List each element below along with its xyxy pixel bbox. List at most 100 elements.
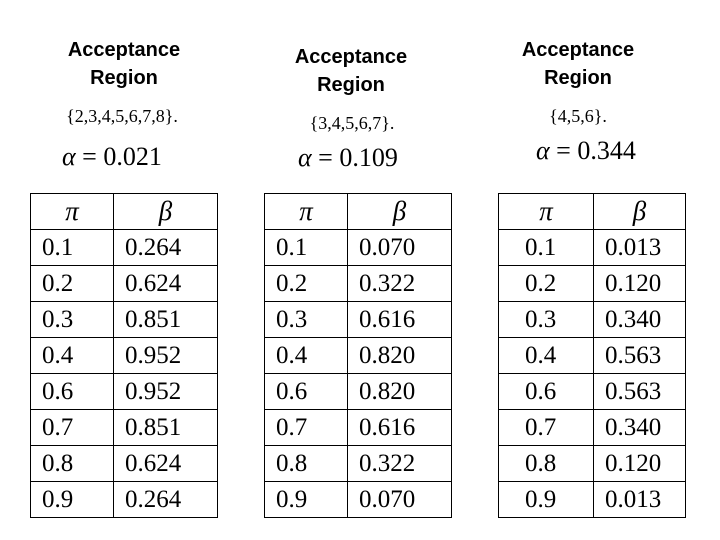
- table-row: 0.6 0.563: [498, 373, 686, 410]
- column-header-pi: π: [264, 193, 348, 230]
- pi-cell: 0.7: [30, 409, 114, 446]
- table-row: 0.1 0.264: [30, 229, 218, 266]
- pi-cell: 0.7: [498, 409, 594, 446]
- power-table: π β 0.1 0.013 0.2 0.120 0.3 0.340 0.4 0.563 …: [498, 193, 686, 518]
- pi-cell: 0.3: [498, 301, 594, 338]
- power-table: π β 0.1 0.264 0.2 0.624 0.3 0.851 0.4 0.952 …: [30, 193, 218, 518]
- column-header-pi: π: [498, 193, 594, 230]
- table-row: 0.8 0.322: [264, 445, 452, 482]
- table-row: 0.4 0.563: [498, 337, 686, 374]
- table-row: 0.2 0.624: [30, 265, 218, 302]
- panel-1-heading: Acceptance Region: [44, 36, 204, 92]
- heading-line-1: Acceptance: [521, 39, 635, 61]
- table-row: 0.3 0.851: [30, 301, 218, 338]
- beta-cell: 0.624: [113, 265, 218, 302]
- pi-cell: 0.6: [498, 373, 594, 410]
- power-table: π β 0.1 0.070 0.2 0.322 0.3 0.616 0.4 0.820 …: [264, 193, 452, 518]
- beta-cell: 0.616: [347, 301, 452, 338]
- pi-cell: 0.3: [30, 301, 114, 338]
- column-header-beta: β: [593, 193, 686, 230]
- beta-cell: 0.013: [593, 229, 686, 266]
- pi-cell: 0.4: [30, 337, 114, 374]
- table-row: 0.7 0.616: [264, 409, 452, 446]
- pi-cell: 0.7: [264, 409, 348, 446]
- heading-line-1: Acceptance: [67, 39, 181, 61]
- pi-cell: 0.4: [264, 337, 348, 374]
- beta-cell: 0.851: [113, 301, 218, 338]
- table-row: 0.9 0.013: [498, 481, 686, 518]
- panel-2-heading: Acceptance Region: [271, 43, 431, 99]
- beta-cell: 0.322: [347, 445, 452, 482]
- beta-cell: 0.851: [113, 409, 218, 446]
- beta-cell: 0.340: [593, 409, 686, 446]
- pi-cell: 0.6: [264, 373, 348, 410]
- beta-cell: 0.013: [593, 481, 686, 518]
- beta-cell: 0.264: [113, 481, 218, 518]
- pi-cell: 0.2: [498, 265, 594, 302]
- pi-cell: 0.1: [264, 229, 348, 266]
- alpha-value: α = 0.344: [536, 136, 636, 166]
- acceptance-region-set: {4,5,6}.: [549, 106, 607, 126]
- beta-cell: 0.820: [347, 373, 452, 410]
- table-row: 0.6 0.820: [264, 373, 452, 410]
- beta-cell: 0.563: [593, 337, 686, 374]
- alpha-text: = 0.021: [75, 142, 162, 171]
- beta-cell: 0.070: [347, 229, 452, 266]
- beta-cell: 0.264: [113, 229, 218, 266]
- column-header-beta: β: [113, 193, 218, 230]
- table-row: 0.2 0.322: [264, 265, 452, 302]
- table-row: 0.1 0.070: [264, 229, 452, 266]
- table-row: 0.7 0.851: [30, 409, 218, 446]
- heading-line-2: Region: [317, 74, 385, 96]
- pi-cell: 0.6: [30, 373, 114, 410]
- beta-cell: 0.322: [347, 265, 452, 302]
- column-header-pi: π: [30, 193, 114, 230]
- beta-cell: 0.120: [593, 265, 686, 302]
- pi-cell: 0.3: [264, 301, 348, 338]
- panel-3-heading: Acceptance Region: [498, 36, 658, 92]
- beta-cell: 0.563: [593, 373, 686, 410]
- pi-cell: 0.8: [498, 445, 594, 482]
- pi-cell: 0.2: [30, 265, 114, 302]
- table-row: 0.4 0.952: [30, 337, 218, 374]
- pi-cell: 0.1: [30, 229, 114, 266]
- pi-cell: 0.8: [264, 445, 348, 482]
- table-row: 0.4 0.820: [264, 337, 452, 374]
- beta-cell: 0.952: [113, 337, 218, 374]
- table-row: 0.3 0.340: [498, 301, 686, 338]
- alpha-value: α = 0.021: [62, 142, 162, 172]
- beta-cell: 0.120: [593, 445, 686, 482]
- acceptance-region-set: {3,4,5,6,7}.: [309, 113, 395, 133]
- pi-cell: 0.9: [264, 481, 348, 518]
- beta-cell: 0.616: [347, 409, 452, 446]
- pi-cell: 0.4: [498, 337, 594, 374]
- table-row: 0.8 0.120: [498, 445, 686, 482]
- beta-cell: 0.952: [113, 373, 218, 410]
- beta-cell: 0.340: [593, 301, 686, 338]
- table-row: 0.3 0.616: [264, 301, 452, 338]
- table-row: 0.9 0.070: [264, 481, 452, 518]
- heading-line-2: Region: [544, 67, 612, 89]
- pi-cell: 0.2: [264, 265, 348, 302]
- table-row: 0.8 0.624: [30, 445, 218, 482]
- heading-line-2: Region: [90, 67, 158, 89]
- alpha-symbol: α: [298, 143, 312, 172]
- table-row: 0.7 0.340: [498, 409, 686, 446]
- beta-cell: 0.820: [347, 337, 452, 374]
- column-header-beta: β: [347, 193, 452, 230]
- table-row: 0.2 0.120: [498, 265, 686, 302]
- pi-cell: 0.9: [498, 481, 594, 518]
- beta-cell: 0.070: [347, 481, 452, 518]
- alpha-text: = 0.109: [311, 143, 398, 172]
- table-row: 0.6 0.952: [30, 373, 218, 410]
- table-row: 0.9 0.264: [30, 481, 218, 518]
- alpha-symbol: α: [536, 136, 550, 165]
- beta-cell: 0.624: [113, 445, 218, 482]
- acceptance-region-set: {2,3,4,5,6,7,8}.: [66, 106, 178, 126]
- table-row: 0.1 0.013: [498, 229, 686, 266]
- pi-cell: 0.9: [30, 481, 114, 518]
- alpha-text: = 0.344: [549, 136, 636, 165]
- alpha-value: α = 0.109: [298, 143, 398, 173]
- pi-cell: 0.8: [30, 445, 114, 482]
- alpha-symbol: α: [62, 142, 76, 171]
